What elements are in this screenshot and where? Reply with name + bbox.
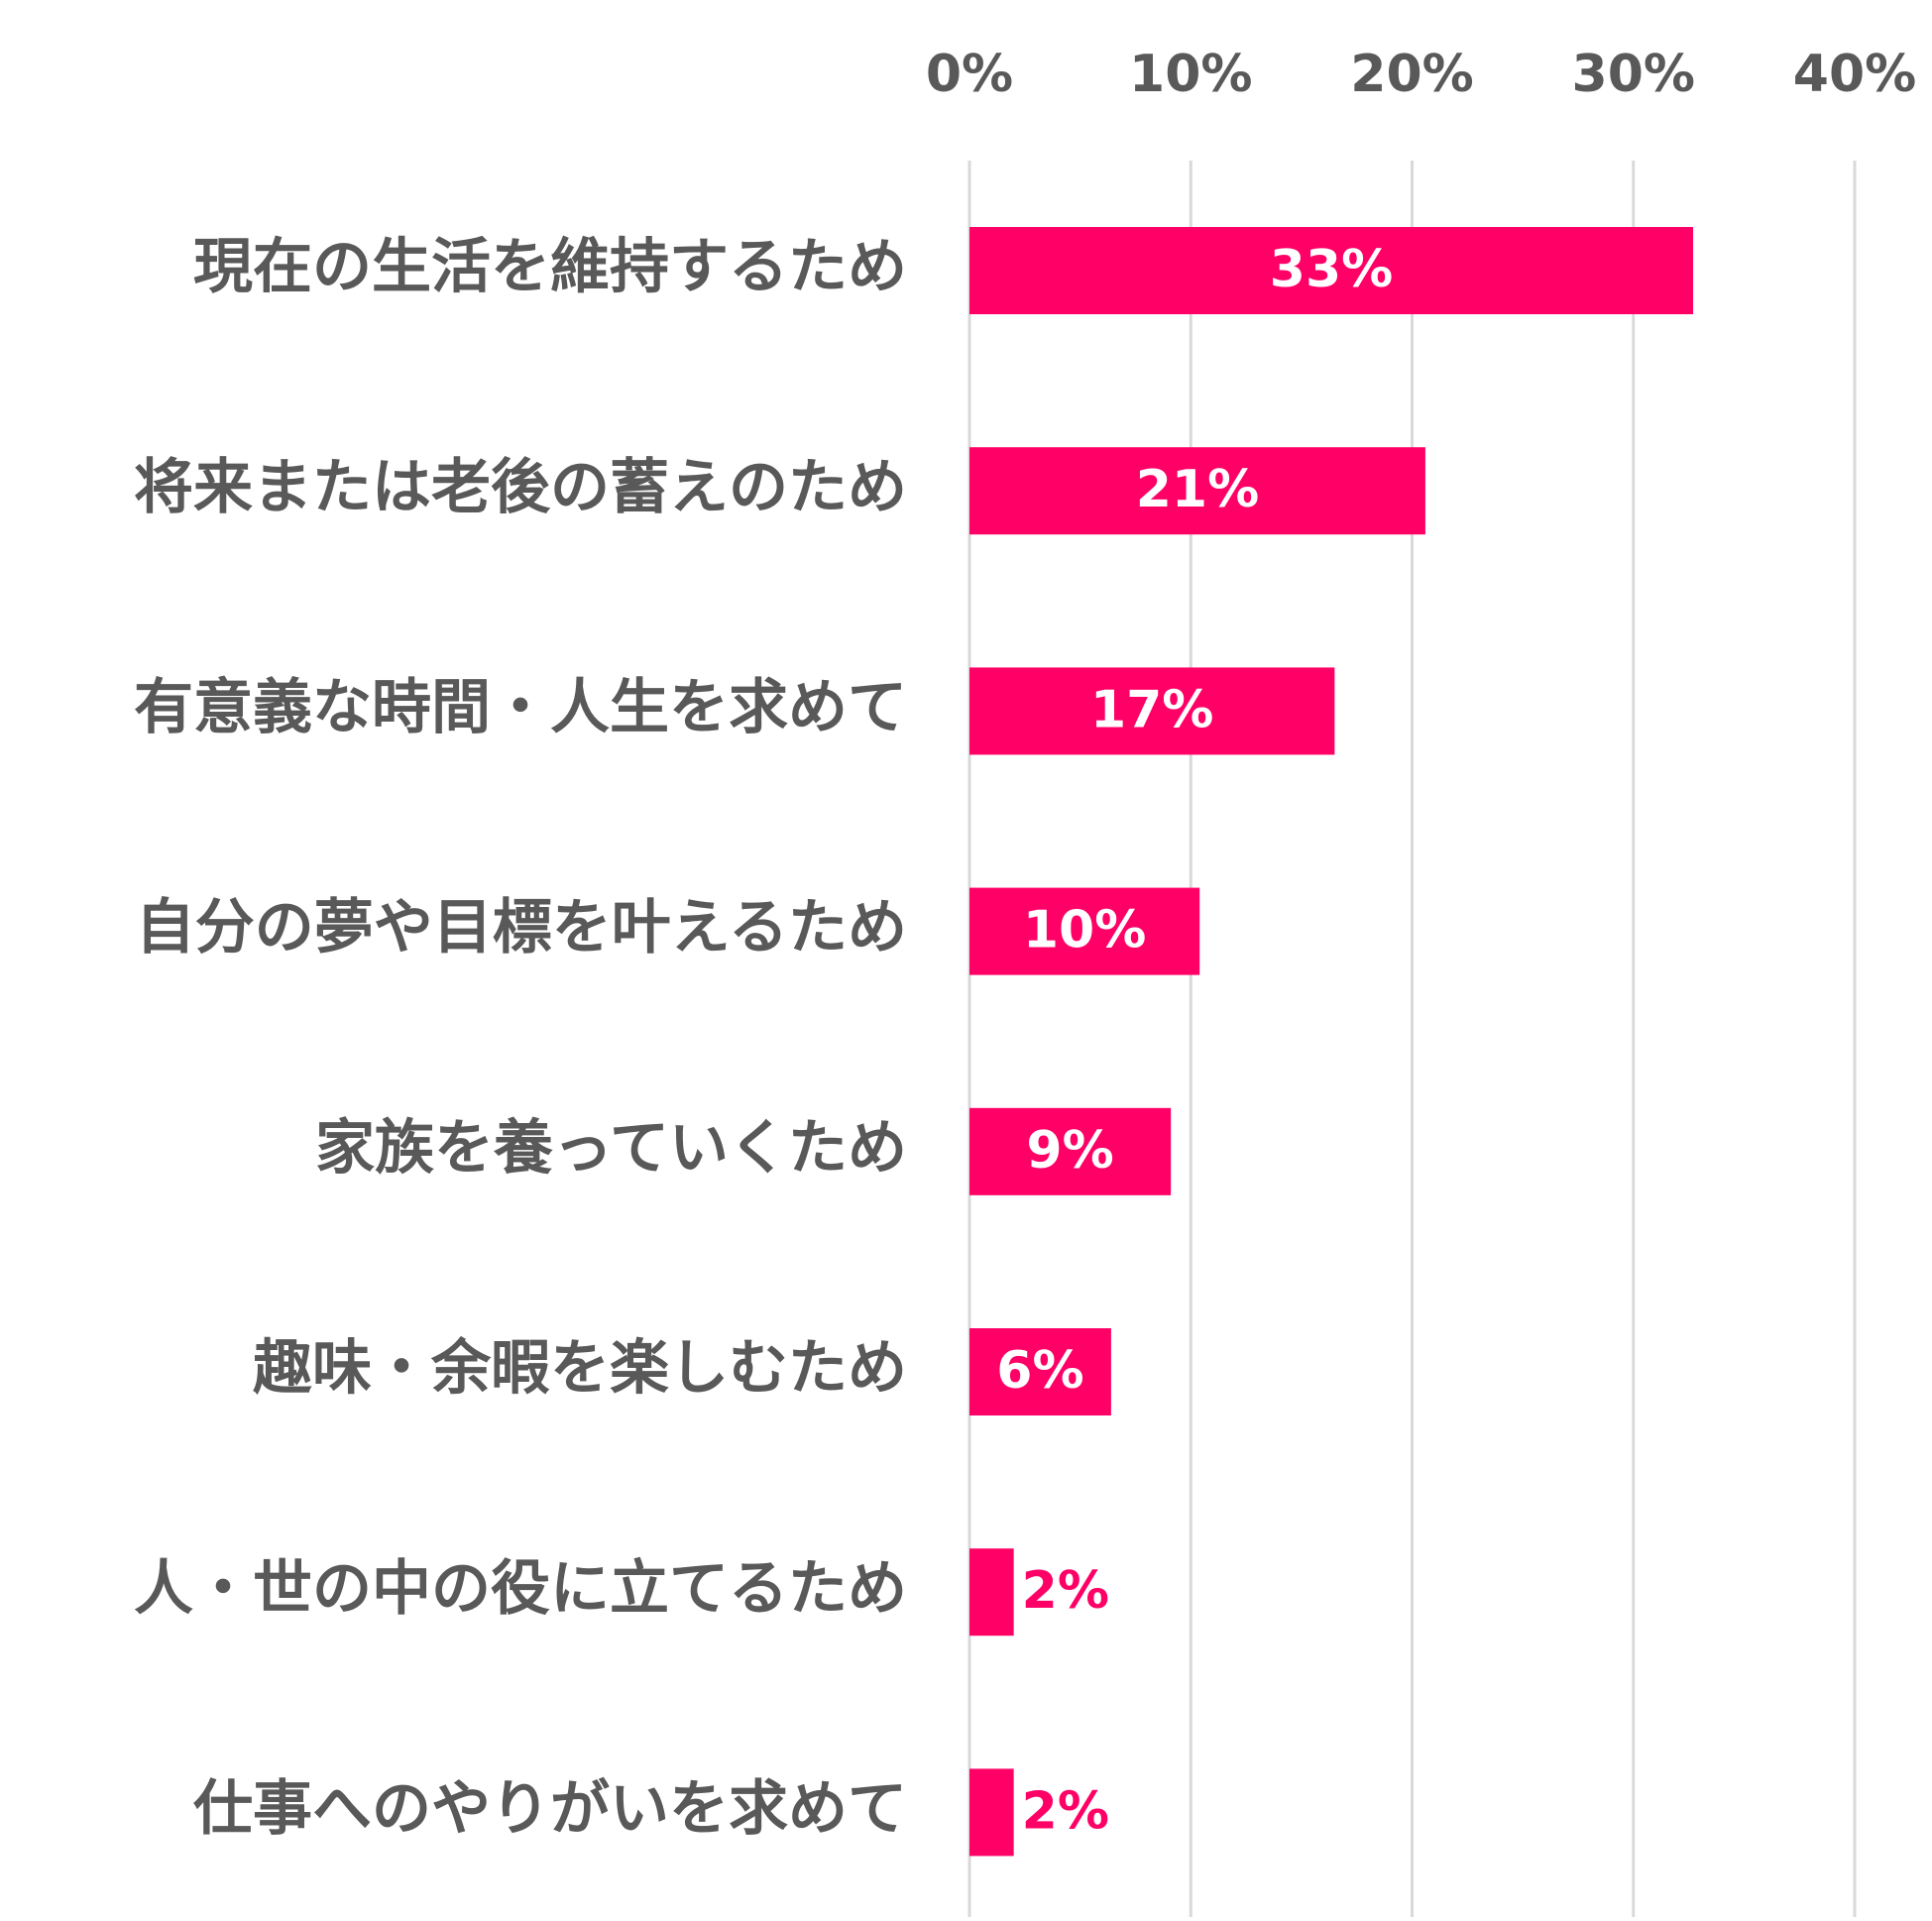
data-label: 2%: [1022, 1561, 1109, 1621]
bars: [969, 227, 1694, 1857]
x-tick-label: 30%: [1572, 45, 1695, 104]
bar: [969, 1328, 1111, 1415]
data-labels: 33% 21% 17% 10% 9% 6% 2% 2%: [996, 240, 1393, 1841]
x-tick-label: 10%: [1129, 45, 1252, 104]
data-label: 9%: [1026, 1121, 1113, 1181]
category-label: 有意義な時間・人生を求めて: [134, 673, 907, 742]
bar: [969, 227, 1694, 314]
bar: [969, 1768, 1014, 1857]
category-label: 現在の生活を維持するため: [193, 233, 907, 302]
data-label: 21%: [1136, 460, 1259, 519]
bar: [969, 1107, 1172, 1195]
data-label: 6%: [996, 1341, 1083, 1401]
data-label: 2%: [1022, 1781, 1109, 1841]
bar: [969, 1548, 1014, 1637]
bar: [969, 887, 1200, 975]
data-label: 17%: [1090, 680, 1213, 739]
data-label: 10%: [1023, 901, 1146, 960]
x-tick-label: 40%: [1793, 45, 1916, 104]
x-axis-ticks: 0% 10% 20% 30% 40%: [926, 45, 1916, 104]
category-label: 自分の夢や目標を叶えるため: [136, 893, 907, 962]
bar: [969, 447, 1425, 535]
category-label: 趣味・余暇を楽しむため: [253, 1334, 907, 1404]
x-tick-label: 0%: [926, 45, 1013, 104]
bar: [969, 667, 1335, 755]
data-label: 33%: [1270, 240, 1393, 299]
category-labels: 現在の生活を維持するため将来または老後の蓄えのため有意義な時間・人生を求めて自分…: [134, 233, 907, 1844]
x-tick-label: 20%: [1350, 45, 1473, 104]
category-label: 人・世の中の役に立てるため: [134, 1554, 907, 1624]
category-label: 将来または老後の蓄えのため: [134, 453, 907, 522]
gridlines: [967, 161, 1857, 1917]
category-label: 仕事へのやりがいを求めて: [193, 1774, 907, 1844]
category-label: 家族を養っていくため: [315, 1113, 907, 1183]
